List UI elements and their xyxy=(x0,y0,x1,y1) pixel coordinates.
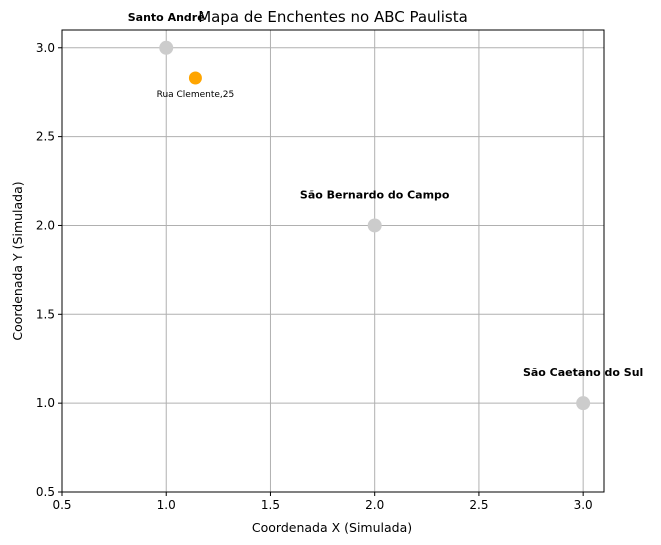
grid-layer xyxy=(61,30,604,493)
city-point xyxy=(367,218,382,233)
x-tick-label: 2.5 xyxy=(469,498,488,512)
marker-layer xyxy=(159,40,591,411)
y-tick-label: 2.5 xyxy=(36,130,55,144)
plot-frame xyxy=(61,29,605,493)
city-label: São Bernardo do Campo xyxy=(300,188,450,201)
x-axis-label: Coordenada X (Simulada) xyxy=(252,520,412,535)
city-label: Santo André xyxy=(128,11,205,24)
y-tick-label: 0.5 xyxy=(36,485,55,499)
y-axis-label: Coordenada Y (Simulada) xyxy=(10,181,25,340)
tick-layer: 0.5 1.0 1.5 2.0 2.5 3.0 0.5 1.0 1.5 2.0 2.5 3.0 xyxy=(36,41,593,512)
x-tick-label: 2.0 xyxy=(365,498,384,512)
x-tick-label: 1.0 xyxy=(157,498,176,512)
city-label: São Caetano do Sul xyxy=(523,366,643,379)
city-point xyxy=(159,40,174,55)
x-tick-label: 0.5 xyxy=(52,498,71,512)
y-tick-label: 3.0 xyxy=(36,41,55,55)
x-tick-label: 1.5 xyxy=(261,498,280,512)
chart-title: Mapa de Enchentes no ABC Paulista xyxy=(198,8,468,26)
y-tick-label: 2.0 xyxy=(36,218,55,232)
flood-point xyxy=(188,71,202,85)
label-layer: Santo André São Bernardo do Campo São Caet… xyxy=(128,11,644,379)
y-tick-label: 1.0 xyxy=(36,396,55,410)
flood-point-label: Rua Clemente,25 xyxy=(157,90,235,100)
y-tick-label: 1.5 xyxy=(36,307,55,321)
city-point xyxy=(576,396,591,411)
x-tick-label: 3.0 xyxy=(574,498,593,512)
